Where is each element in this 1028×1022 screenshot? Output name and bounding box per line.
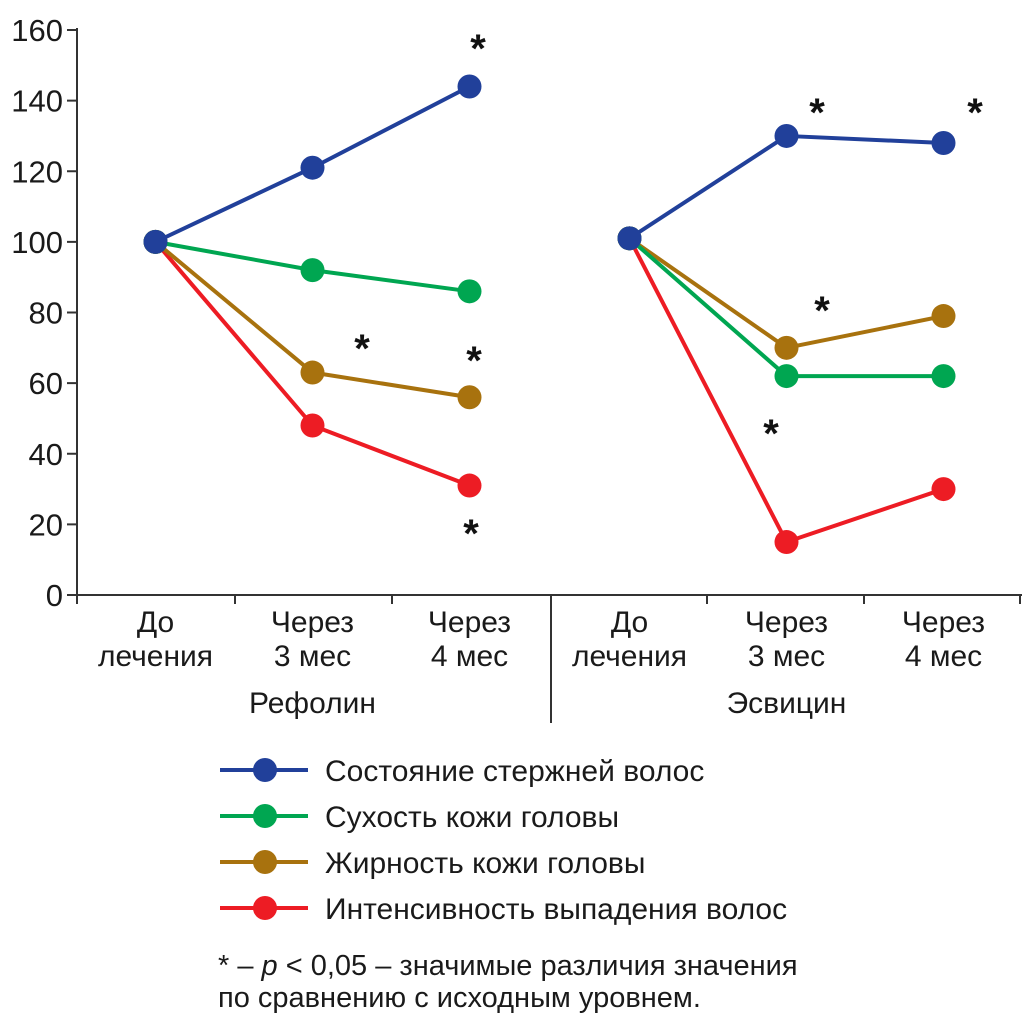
data-point (300, 258, 325, 283)
legend-label: Сухость кожи головы (325, 801, 619, 834)
significance-star: * (814, 289, 830, 333)
significance-markers: * * * * * * * * (354, 27, 983, 556)
data-point (143, 229, 168, 254)
data-point (931, 304, 956, 329)
y-tick-label: 40 (29, 437, 63, 472)
footnote-prefix: * – (218, 950, 262, 982)
data-point (774, 335, 799, 360)
x-category-label: лечения (98, 640, 213, 673)
x-category-label: лечения (572, 640, 687, 673)
x-category-label: 4 мес (905, 640, 982, 673)
data-point (931, 131, 956, 155)
legend-marker (253, 758, 277, 782)
y-tick-label: 140 (11, 84, 63, 119)
y-tick-label: 120 (11, 154, 63, 189)
x-category-label: 3 мес (748, 640, 825, 673)
group-label: Эсвицин (727, 687, 847, 720)
x-category-label: До (611, 606, 648, 639)
x-category-label: Через (745, 606, 828, 639)
significance-star: * (463, 512, 479, 556)
series-lines (143, 74, 956, 555)
y-tick-label: 60 (29, 366, 63, 401)
x-category-label: До (137, 606, 174, 639)
y-axis-ticks: 0 20 40 60 80 100 120 140 160 (11, 13, 77, 613)
legend: Состояние стержней волос Сухость кожи гол… (220, 755, 787, 926)
data-point (457, 385, 482, 410)
legend-label: Интенсивность выпадения волос (325, 893, 787, 926)
data-point (457, 279, 482, 304)
data-point (457, 473, 482, 498)
data-point (931, 364, 956, 389)
significance-star: * (967, 91, 983, 135)
y-tick-label: 100 (11, 225, 63, 260)
data-point (774, 530, 799, 555)
series-line (627, 237, 945, 545)
y-tick-label: 80 (29, 296, 63, 331)
footnote-line-1: * – p < 0,05 – значимые различия значени… (218, 950, 798, 982)
y-tick-label: 20 (29, 507, 63, 542)
footnote-line-2: по сравнению с исходным уровнем. (218, 982, 701, 1014)
legend-marker (253, 850, 277, 874)
legend-label: Жирность кожи головы (325, 847, 645, 880)
group-label: Рефолин (249, 687, 376, 720)
data-point (774, 123, 799, 148)
significance-star: * (809, 91, 825, 135)
x-category-label: Через (428, 606, 511, 639)
significance-star: * (354, 327, 370, 371)
x-category-label: 3 мес (274, 640, 351, 673)
data-point (617, 226, 642, 251)
axes (76, 28, 1022, 723)
legend-label: Состояние стержней волос (325, 755, 704, 788)
significance-star: * (763, 412, 779, 456)
x-category-label: 4 мес (431, 640, 508, 673)
significance-star: * (466, 339, 482, 383)
significance-star: * (470, 27, 486, 71)
data-point (300, 155, 325, 180)
footnote-rest: < 0,05 – значимые различия значения (278, 950, 798, 982)
y-tick-label: 0 (46, 578, 63, 613)
legend-marker (253, 896, 277, 920)
footnote: * – p < 0,05 – значимые различия значени… (218, 950, 798, 1014)
legend-marker (253, 804, 277, 828)
series-line (628, 133, 944, 241)
data-point (931, 477, 956, 502)
data-point (774, 364, 799, 389)
data-point (457, 74, 482, 99)
data-point (300, 360, 325, 385)
footnote-p: p (261, 950, 278, 982)
x-category-label: Через (271, 606, 354, 639)
x-category-label: Через (902, 606, 985, 639)
data-point (300, 413, 325, 438)
y-tick-label: 160 (11, 13, 63, 48)
